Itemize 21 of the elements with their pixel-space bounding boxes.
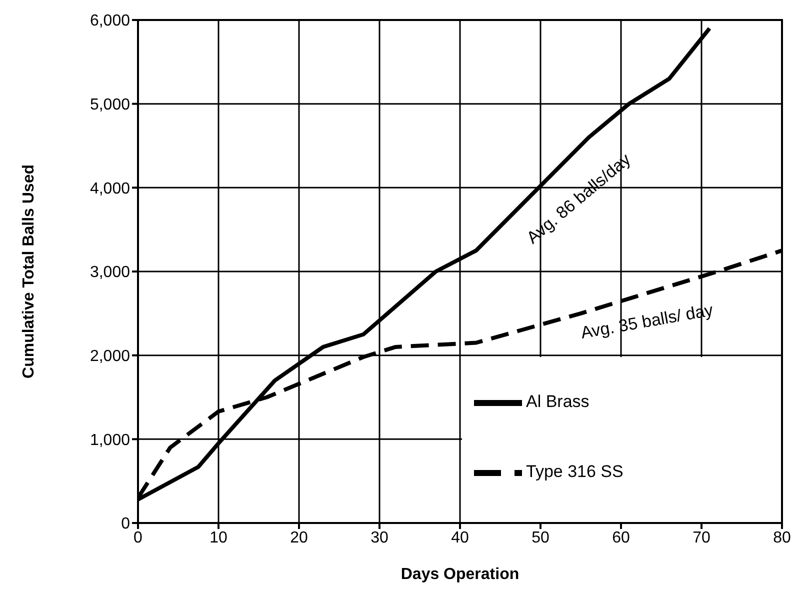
- x-tick-label: 60: [612, 529, 630, 546]
- y-tick-label: 0: [121, 516, 130, 533]
- x-tick-label: 50: [532, 529, 550, 546]
- legend-label: Al Brass: [526, 392, 590, 412]
- x-tick-label: 70: [692, 529, 710, 546]
- x-tick-label: 80: [773, 529, 791, 546]
- y-tick-label: 5,000: [90, 96, 130, 114]
- y-axis-title: Cumulative Total Balls Used: [20, 164, 38, 378]
- x-axis-title: Days Operation: [400, 566, 520, 583]
- y-tick-label: 1,000: [90, 432, 130, 449]
- y-tick-label: 2,000: [90, 348, 130, 366]
- x-tick-label: 20: [290, 529, 308, 546]
- y-tick-label: 3,000: [90, 264, 130, 282]
- y-tick-label: 4,000: [90, 180, 130, 198]
- y-tick-label: 6,000: [90, 12, 130, 30]
- annotation: Avg. 35 balls/ day: [579, 300, 714, 344]
- x-tick-label: 40: [451, 529, 469, 546]
- x-tick-label: 10: [210, 529, 228, 546]
- x-tick-label: 30: [370, 529, 388, 546]
- x-tick-label: 0: [134, 529, 143, 546]
- legend-label: Type 316 SS: [526, 462, 624, 482]
